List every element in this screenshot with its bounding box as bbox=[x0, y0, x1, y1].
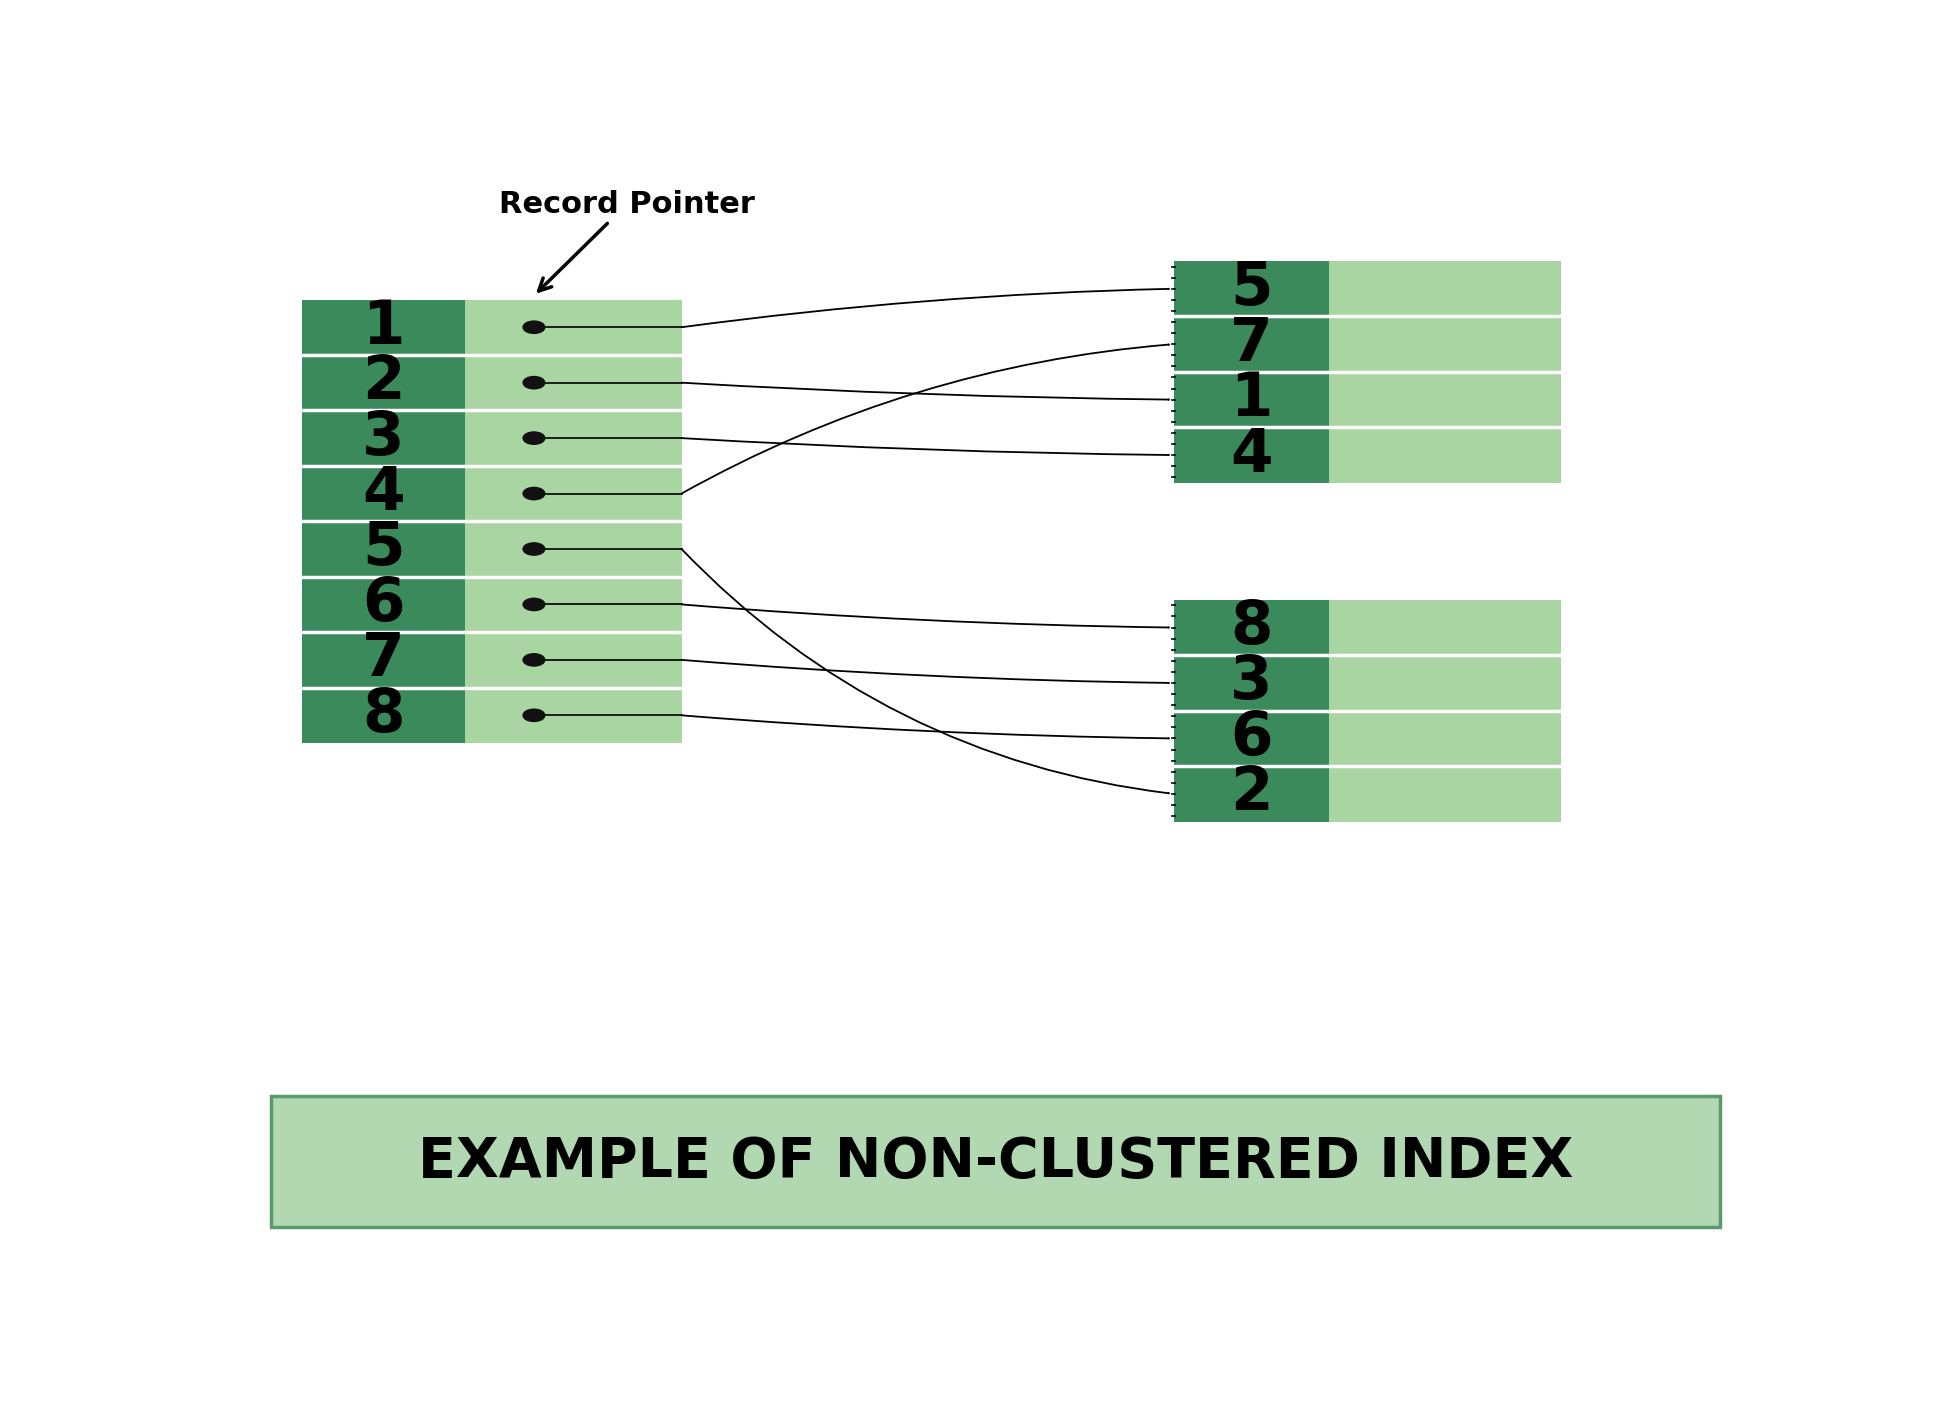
Bar bbox=[1329, 655, 1560, 710]
Text: 6: 6 bbox=[1229, 709, 1272, 769]
Bar bbox=[302, 410, 464, 467]
Bar bbox=[464, 522, 682, 577]
Ellipse shape bbox=[522, 320, 545, 333]
Ellipse shape bbox=[522, 598, 545, 611]
Bar bbox=[1329, 600, 1560, 655]
Bar bbox=[464, 632, 682, 688]
Text: 3: 3 bbox=[1229, 654, 1272, 712]
Text: Record Pointer: Record Pointer bbox=[499, 190, 754, 291]
Ellipse shape bbox=[522, 543, 545, 556]
Text: 7: 7 bbox=[362, 631, 405, 689]
FancyArrowPatch shape bbox=[682, 383, 1169, 400]
Text: 3: 3 bbox=[362, 408, 403, 468]
Text: 5: 5 bbox=[1229, 259, 1272, 318]
Bar bbox=[302, 688, 464, 743]
FancyArrowPatch shape bbox=[682, 604, 1169, 628]
Text: EXAMPLE OF NON-CLUSTERED INDEX: EXAMPLE OF NON-CLUSTERED INDEX bbox=[417, 1134, 1572, 1188]
FancyArrowPatch shape bbox=[682, 438, 1169, 455]
Bar bbox=[302, 467, 464, 522]
Text: 1: 1 bbox=[362, 298, 403, 357]
Text: 4: 4 bbox=[362, 464, 403, 523]
Bar bbox=[1173, 766, 1329, 821]
Text: 1: 1 bbox=[1229, 370, 1272, 430]
Bar bbox=[302, 522, 464, 577]
Bar bbox=[1173, 427, 1329, 482]
Bar bbox=[302, 354, 464, 410]
FancyArrowPatch shape bbox=[682, 289, 1169, 328]
Bar bbox=[464, 299, 682, 354]
Bar bbox=[302, 632, 464, 688]
FancyArrowPatch shape bbox=[682, 549, 1169, 794]
Bar bbox=[464, 688, 682, 743]
Bar bbox=[1173, 372, 1329, 427]
Bar bbox=[271, 1096, 1720, 1228]
Bar bbox=[1173, 655, 1329, 710]
Text: 6: 6 bbox=[362, 574, 403, 634]
Text: 2: 2 bbox=[362, 353, 405, 413]
Bar bbox=[1329, 316, 1560, 372]
Bar bbox=[1173, 710, 1329, 766]
Bar bbox=[464, 354, 682, 410]
Bar bbox=[1173, 261, 1329, 316]
Text: 4: 4 bbox=[1229, 425, 1272, 485]
Ellipse shape bbox=[522, 377, 545, 389]
Bar bbox=[464, 410, 682, 467]
Bar bbox=[1173, 600, 1329, 655]
Bar bbox=[302, 577, 464, 632]
Bar bbox=[1329, 261, 1560, 316]
Bar bbox=[1329, 372, 1560, 427]
Ellipse shape bbox=[522, 709, 545, 722]
Ellipse shape bbox=[522, 488, 545, 499]
Ellipse shape bbox=[522, 432, 545, 444]
Ellipse shape bbox=[522, 654, 545, 666]
Text: 5: 5 bbox=[362, 519, 403, 579]
Bar bbox=[1329, 710, 1560, 766]
Text: 7: 7 bbox=[1229, 315, 1272, 374]
Bar bbox=[1329, 766, 1560, 821]
Text: 2: 2 bbox=[1229, 764, 1272, 824]
FancyArrowPatch shape bbox=[682, 345, 1169, 493]
Text: 8: 8 bbox=[1229, 598, 1272, 657]
Bar bbox=[302, 299, 464, 354]
Bar bbox=[1329, 427, 1560, 482]
FancyArrowPatch shape bbox=[682, 715, 1169, 739]
Bar bbox=[464, 577, 682, 632]
Bar bbox=[464, 467, 682, 522]
Text: 8: 8 bbox=[362, 686, 403, 744]
Bar bbox=[1173, 316, 1329, 372]
FancyArrowPatch shape bbox=[682, 659, 1169, 683]
